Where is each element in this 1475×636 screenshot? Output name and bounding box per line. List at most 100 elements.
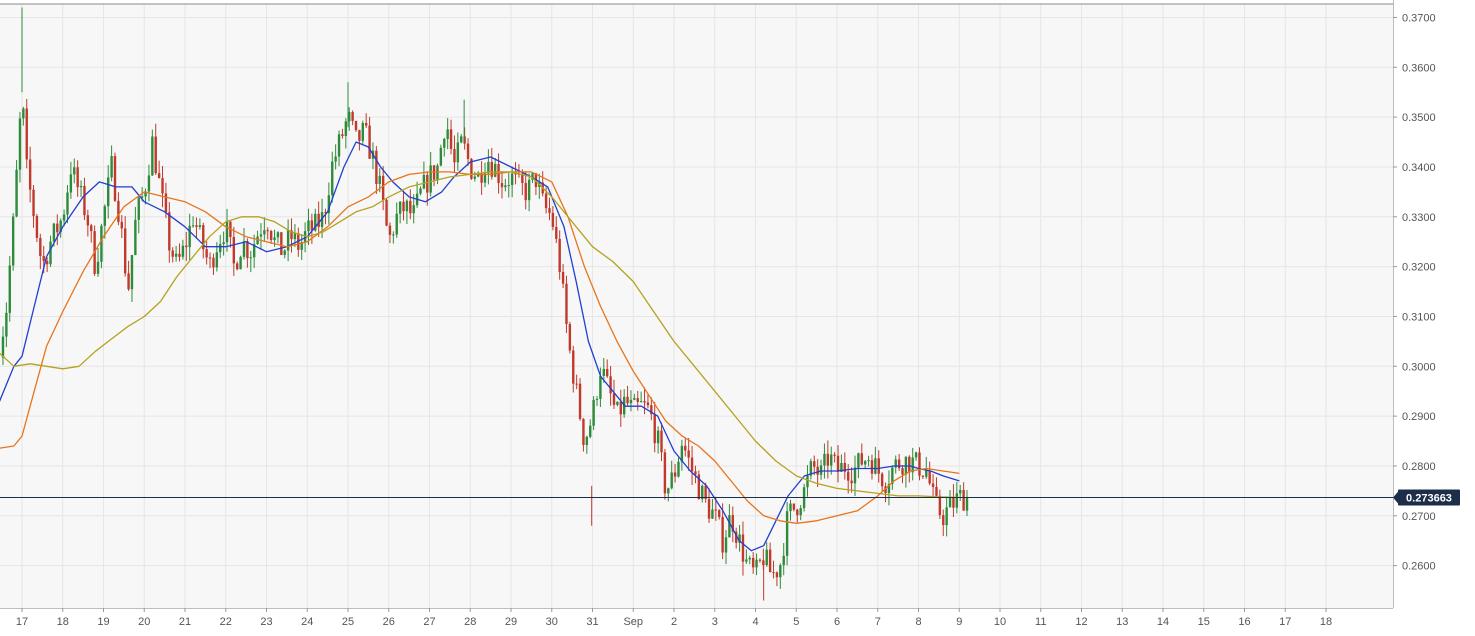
candle-body xyxy=(857,453,860,468)
candle-body xyxy=(225,221,229,243)
candle-body xyxy=(690,457,694,472)
candle-body xyxy=(151,136,154,176)
candle-body xyxy=(602,368,606,377)
candle-body xyxy=(860,453,863,465)
candle-body xyxy=(921,475,925,477)
x-tick-label: 22 xyxy=(220,616,232,628)
candle-body xyxy=(942,515,945,526)
candle-body xyxy=(877,458,880,474)
candle-body xyxy=(256,236,259,245)
candle-body xyxy=(202,225,205,250)
candle-body xyxy=(144,191,147,197)
candle-body xyxy=(870,460,874,474)
candle-body xyxy=(154,136,157,174)
x-tick-label: 23 xyxy=(260,616,272,628)
candle-body xyxy=(673,472,677,477)
y-tick-label: 0.2900 xyxy=(1402,411,1436,423)
candle-body xyxy=(242,241,246,257)
candle-body xyxy=(799,508,802,516)
candle-body xyxy=(443,139,446,148)
x-tick-label: 19 xyxy=(97,616,109,628)
candle-body xyxy=(429,165,432,193)
candle-body xyxy=(317,213,320,228)
candle-body xyxy=(293,233,297,240)
y-tick-label: 0.3300 xyxy=(1402,212,1436,224)
candle-body xyxy=(738,534,741,543)
candle-body xyxy=(56,223,59,233)
candle-body xyxy=(25,108,28,160)
candle-body xyxy=(714,509,718,511)
candle-body xyxy=(792,503,796,510)
x-tick-label: 16 xyxy=(1238,616,1250,628)
y-tick-label: 0.3400 xyxy=(1402,162,1436,174)
candle-body xyxy=(263,230,266,235)
candle-body xyxy=(585,436,589,445)
x-tick-label: 17 xyxy=(16,616,28,628)
candle-body xyxy=(161,178,164,194)
candle-body xyxy=(575,383,578,385)
candle-body xyxy=(555,226,558,239)
candle-body xyxy=(22,108,25,119)
candle-body xyxy=(684,445,687,451)
candle-body xyxy=(375,150,378,184)
candle-body xyxy=(137,197,140,220)
candle-body xyxy=(891,467,894,484)
candle-body xyxy=(364,123,368,126)
candle-body xyxy=(504,185,507,188)
candle-body xyxy=(633,398,636,400)
candle-body xyxy=(100,225,103,262)
candle-body xyxy=(527,179,531,201)
candle-body xyxy=(840,462,843,472)
candle-body xyxy=(195,225,198,228)
candle-body xyxy=(453,148,456,163)
candle-body xyxy=(191,225,195,227)
candle-body xyxy=(568,324,572,351)
candle-body xyxy=(955,493,959,508)
candle-body xyxy=(344,121,348,136)
candle-body xyxy=(171,250,174,257)
candle-body xyxy=(762,560,765,566)
candle-body xyxy=(259,234,263,237)
candle-body xyxy=(884,486,887,493)
candle-body xyxy=(286,230,290,251)
candle-body xyxy=(490,161,493,177)
x-tick-label: 11 xyxy=(1035,616,1046,628)
candle-body xyxy=(45,260,49,265)
candle-body xyxy=(307,220,310,232)
candle-body xyxy=(880,473,884,487)
candle-body xyxy=(677,461,680,477)
candle-body xyxy=(789,503,792,512)
candle-body xyxy=(409,200,412,214)
candle-body xyxy=(310,220,314,231)
candle-body xyxy=(809,461,813,476)
x-tick-label: 21 xyxy=(179,616,191,628)
candle-body xyxy=(531,173,534,180)
candle-body xyxy=(127,273,130,290)
candle-body xyxy=(208,257,212,259)
candle-body xyxy=(721,517,724,553)
candle-body xyxy=(15,169,18,217)
candle-body xyxy=(911,457,914,473)
y-tick-label: 0.3500 xyxy=(1402,112,1436,124)
candle-body xyxy=(96,261,100,274)
candle-body xyxy=(758,559,762,561)
y-tick-label: 0.2600 xyxy=(1402,561,1436,573)
candle-body xyxy=(395,213,398,235)
candle-body xyxy=(680,445,684,462)
candle-body xyxy=(745,559,748,562)
x-tick-label: 27 xyxy=(423,616,435,628)
candle-body xyxy=(402,201,405,212)
ma-fast-line xyxy=(0,141,960,552)
candle-body xyxy=(103,206,107,226)
candle-body xyxy=(507,185,510,187)
candle-body xyxy=(548,208,551,213)
candle-body xyxy=(456,142,460,163)
y-tick-label: 0.3700 xyxy=(1402,12,1436,24)
candle-body xyxy=(460,136,463,143)
candle-body xyxy=(140,196,144,198)
candle-body xyxy=(724,537,728,553)
candle-body xyxy=(572,350,575,384)
candle-body xyxy=(236,263,239,270)
candle-body xyxy=(962,490,965,511)
